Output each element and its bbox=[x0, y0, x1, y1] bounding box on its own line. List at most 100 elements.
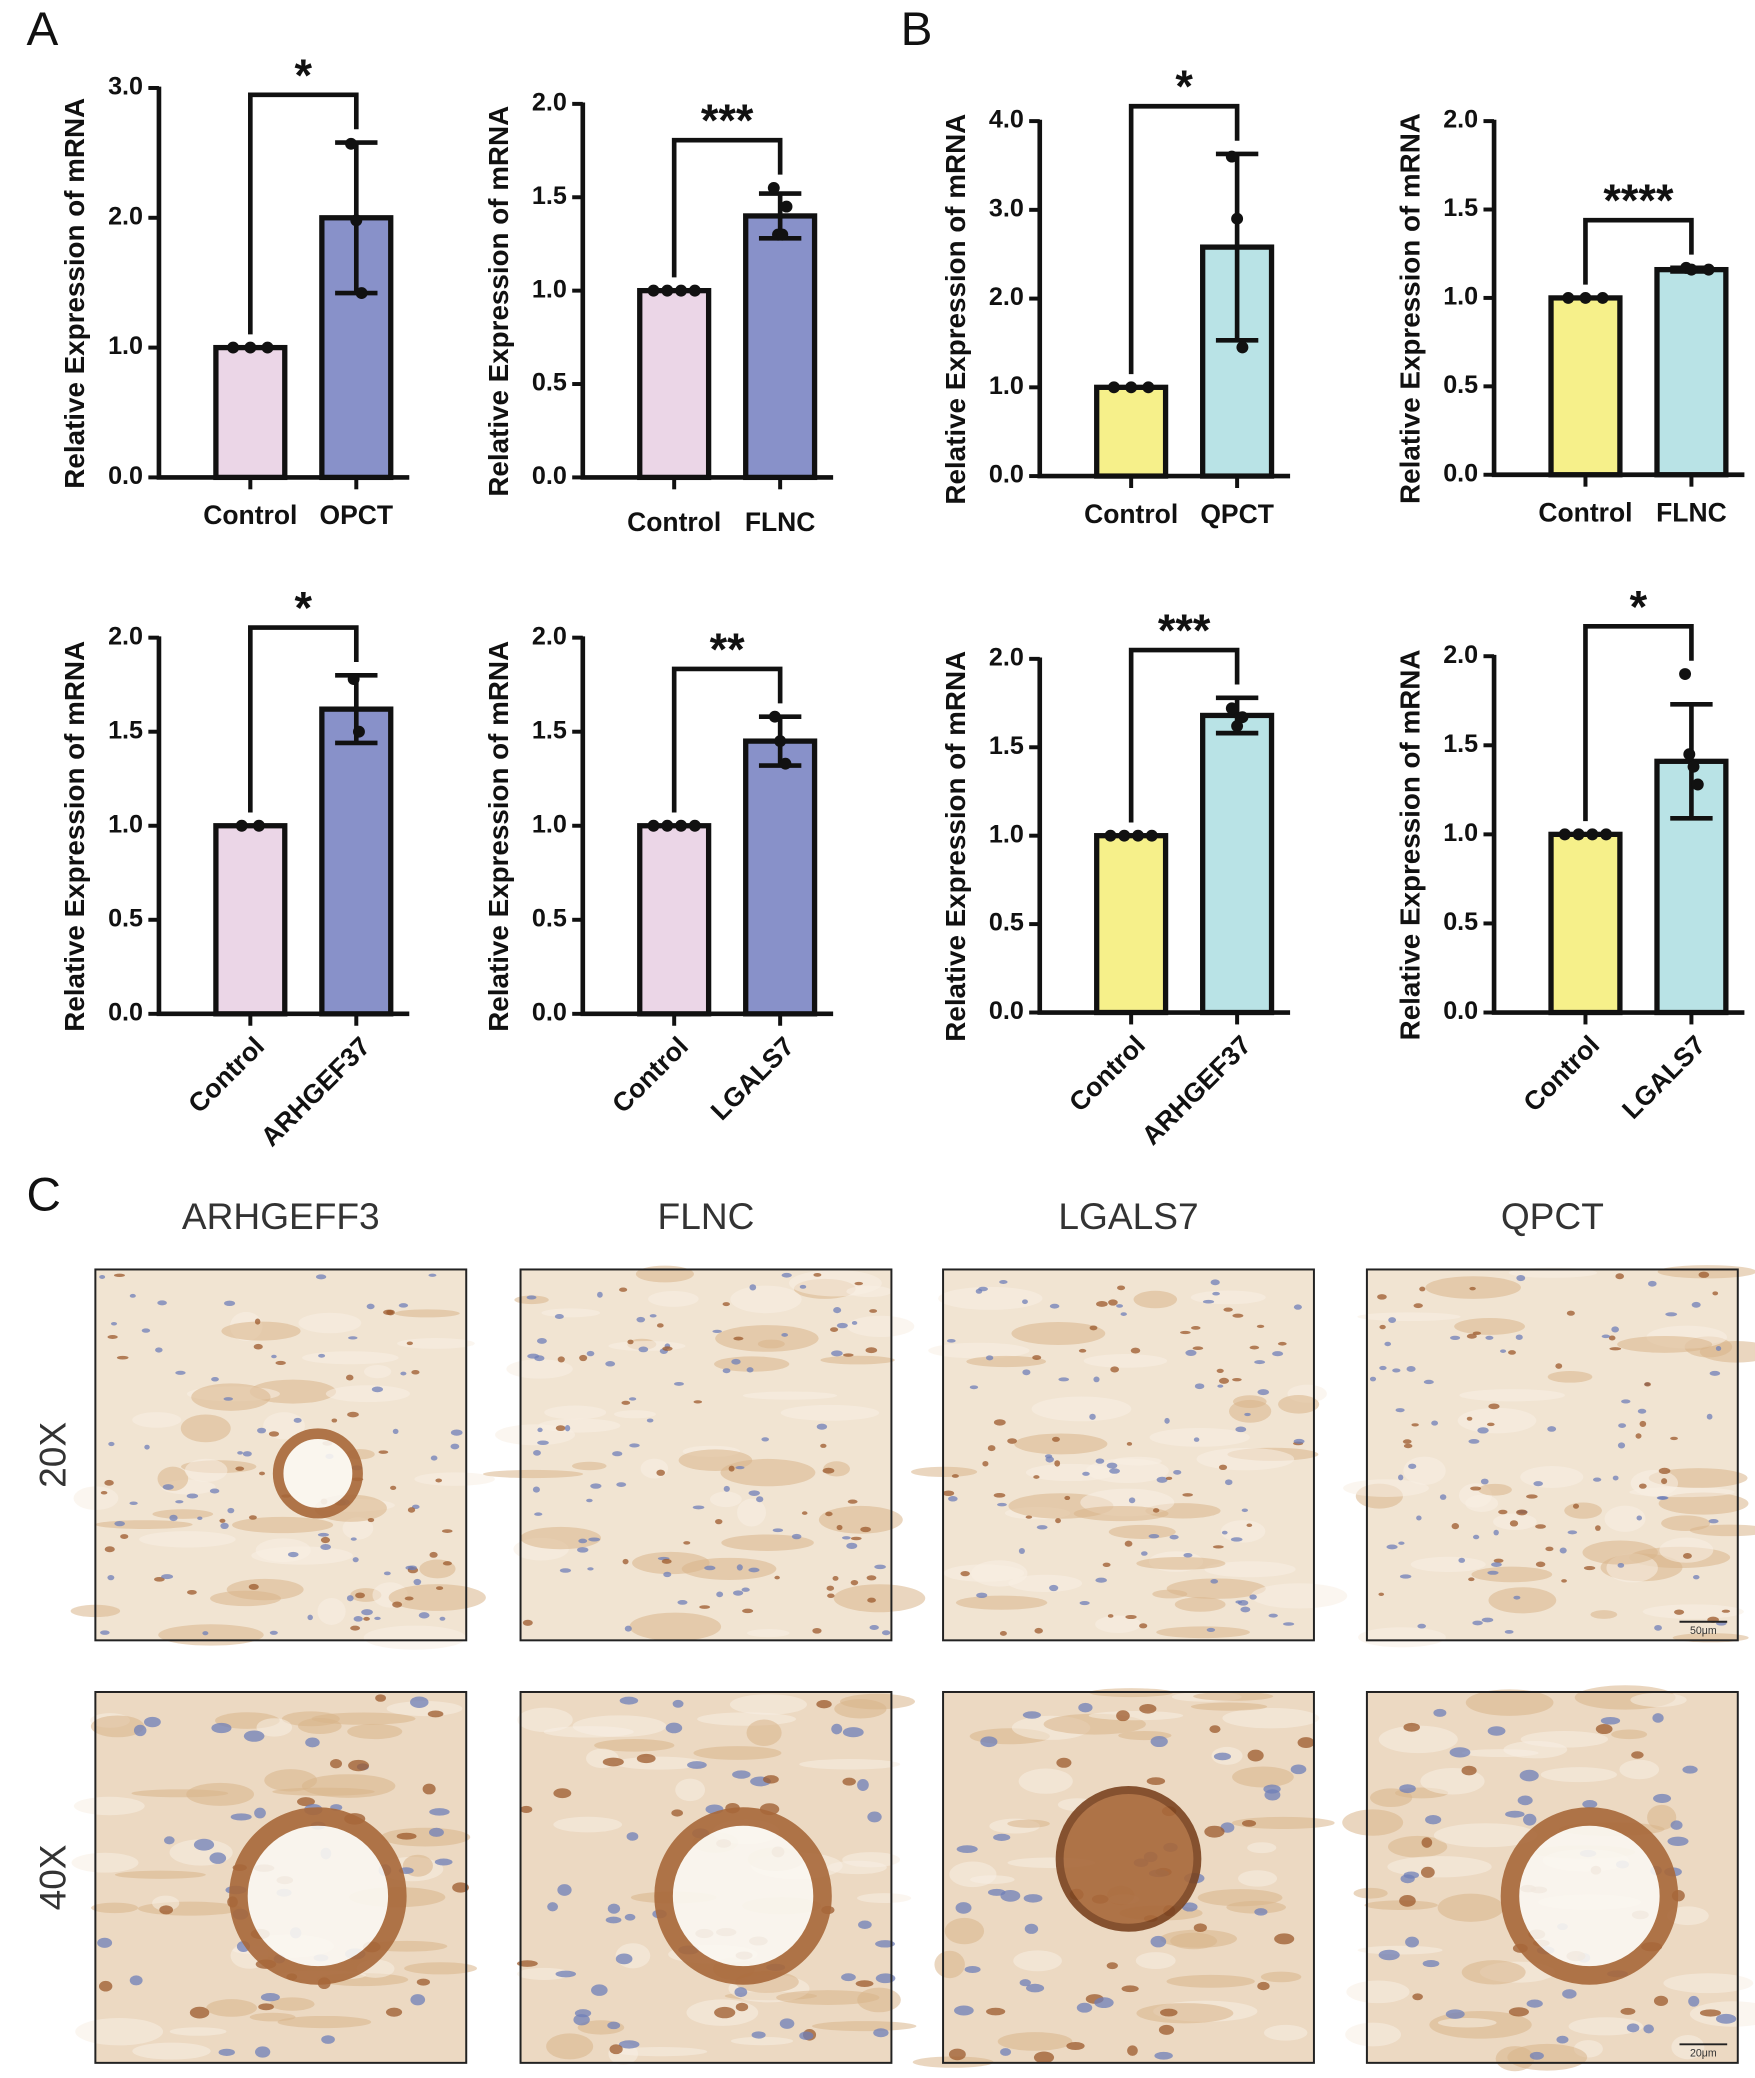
cell bbox=[1180, 1330, 1191, 1335]
data-point bbox=[1104, 829, 1117, 842]
stroma bbox=[729, 1694, 807, 1715]
cell bbox=[1056, 1757, 1072, 1768]
cell bbox=[378, 1450, 389, 1454]
cell bbox=[1559, 1547, 1567, 1554]
cell bbox=[1209, 1725, 1221, 1734]
cell bbox=[746, 1367, 754, 1373]
cell bbox=[1408, 1463, 1417, 1469]
cell bbox=[1192, 1346, 1204, 1351]
cell bbox=[1395, 1408, 1405, 1413]
cell bbox=[400, 1371, 407, 1376]
stroma bbox=[1220, 1520, 1266, 1543]
y-tick-label: 1.0 bbox=[532, 275, 567, 303]
cell bbox=[175, 1500, 184, 1504]
cell bbox=[547, 1902, 559, 1912]
stroma bbox=[1465, 1494, 1499, 1512]
stroma bbox=[911, 1466, 978, 1478]
cell bbox=[836, 1322, 848, 1329]
cell bbox=[1422, 1960, 1440, 1968]
cell bbox=[243, 1730, 265, 1742]
data-point bbox=[688, 284, 701, 297]
stroma bbox=[269, 1997, 315, 2011]
cell bbox=[1639, 1420, 1647, 1427]
tissue-image bbox=[911, 1268, 1348, 1642]
stroma bbox=[95, 1520, 193, 1529]
stroma bbox=[277, 2015, 372, 2029]
scale-bar-label: 20μm bbox=[1690, 2047, 1717, 2059]
cell bbox=[1535, 1524, 1546, 1529]
cell bbox=[355, 1592, 365, 1599]
stroma bbox=[91, 1902, 139, 1914]
stroma bbox=[1619, 1759, 1660, 1780]
cell bbox=[827, 1593, 835, 1598]
gland bbox=[654, 1807, 832, 1985]
stroma bbox=[1520, 1466, 1584, 1489]
y-tick-label: 1.5 bbox=[532, 182, 567, 210]
cell bbox=[683, 1541, 691, 1545]
cell bbox=[735, 2002, 749, 2012]
cell bbox=[1148, 1534, 1160, 1539]
cell bbox=[836, 1524, 843, 1531]
cell bbox=[1533, 1481, 1543, 1487]
data-point bbox=[780, 200, 793, 213]
cell bbox=[1481, 1617, 1494, 1623]
cell bbox=[761, 1437, 770, 1442]
cell bbox=[1079, 1600, 1090, 1606]
cell bbox=[1535, 1561, 1546, 1568]
data-point bbox=[767, 181, 780, 194]
cell bbox=[536, 1338, 547, 1344]
cell bbox=[254, 1807, 266, 1819]
cell bbox=[1398, 1474, 1404, 1481]
cell bbox=[442, 1561, 452, 1566]
cell bbox=[1225, 1479, 1233, 1486]
axes bbox=[1491, 119, 1745, 478]
cell bbox=[969, 1385, 979, 1390]
stroma bbox=[1488, 1587, 1557, 1614]
data-point bbox=[1562, 291, 1575, 304]
stroma bbox=[997, 2032, 1073, 2051]
cell bbox=[687, 1761, 707, 1769]
bar bbox=[743, 213, 818, 481]
stroma bbox=[1611, 1729, 1648, 1740]
cell bbox=[1064, 1495, 1071, 1501]
cell bbox=[1670, 1820, 1683, 1830]
cell bbox=[993, 1419, 1006, 1426]
tissue-background bbox=[1366, 1269, 1738, 1641]
cell bbox=[1124, 1540, 1133, 1547]
cell bbox=[867, 1597, 876, 1603]
stroma bbox=[1433, 1823, 1538, 1848]
column-title: FLNC bbox=[658, 1195, 755, 1237]
cell bbox=[350, 1625, 361, 1631]
cell bbox=[1181, 1902, 1198, 1912]
stroma bbox=[1378, 1725, 1458, 1754]
cell bbox=[436, 1586, 444, 1591]
cell bbox=[1128, 1497, 1136, 1504]
stroma bbox=[938, 1286, 1043, 1310]
cell bbox=[831, 1350, 843, 1357]
y-tick-label: 0.0 bbox=[1443, 459, 1478, 487]
cell bbox=[271, 1354, 277, 1359]
cell bbox=[1458, 1557, 1466, 1563]
cell bbox=[1612, 1475, 1619, 1481]
significance-label: *** bbox=[701, 95, 754, 146]
stroma bbox=[1226, 1900, 1286, 1914]
cell bbox=[107, 1335, 118, 1339]
cell bbox=[1399, 1574, 1412, 1579]
cell bbox=[605, 1916, 622, 1924]
cell bbox=[407, 1565, 417, 1571]
cell bbox=[375, 1694, 387, 1702]
stroma bbox=[1357, 1945, 1443, 1955]
significance-bracket bbox=[1583, 217, 1694, 285]
cell bbox=[1556, 2035, 1569, 2044]
cell bbox=[816, 1423, 828, 1430]
data-point bbox=[774, 735, 787, 748]
cell bbox=[1485, 1335, 1494, 1340]
stroma bbox=[780, 1404, 880, 1421]
cell bbox=[993, 1492, 1006, 1498]
cell bbox=[211, 1376, 219, 1382]
stroma bbox=[1136, 1557, 1226, 1570]
stroma bbox=[971, 1560, 1028, 1587]
stroma bbox=[1507, 2043, 1588, 2071]
cell bbox=[1498, 1509, 1508, 1515]
